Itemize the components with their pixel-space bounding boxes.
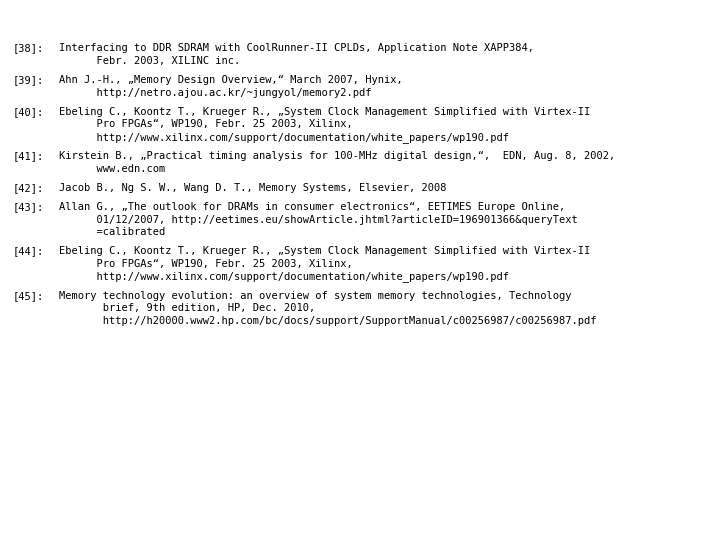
Text: www.edn.com: www.edn.com [59, 164, 166, 174]
Text: =calibrated: =calibrated [59, 227, 166, 237]
Text: Febr. 2003, XILINC inc.: Febr. 2003, XILINC inc. [59, 56, 240, 66]
Text: [45]:: [45]: [13, 291, 44, 301]
Text: Memory technology evolution: an overview of system memory technologies, Technolo: Memory technology evolution: an overview… [59, 291, 572, 301]
Text: Kirstein B., „Practical timing analysis for 100-MHz digital design,“,  EDN, Aug.: Kirstein B., „Practical timing analysis … [59, 151, 616, 161]
Text: [39]:: [39]: [13, 75, 44, 85]
Text: [43]:: [43]: [13, 202, 44, 212]
Text: [38]:: [38]: [13, 43, 44, 53]
Text: [42]:: [42]: [13, 183, 44, 193]
Text: Pro FPGAs“, WP190, Febr. 25 2003, Xilinx,: Pro FPGAs“, WP190, Febr. 25 2003, Xilinx… [59, 119, 353, 130]
Text: Jacob B., Ng S. W., Wang D. T., Memory Systems, Elsevier, 2008: Jacob B., Ng S. W., Wang D. T., Memory S… [59, 183, 446, 193]
Text: 01/12/2007, http://eetimes.eu/showArticle.jhtml?articleID=196901366&queryText: 01/12/2007, http://eetimes.eu/showArticl… [59, 215, 577, 225]
Text: [44]:: [44]: [13, 246, 44, 256]
Text: Ebeling C., Koontz T., Krueger R., „System Clock Management Simplified with Virt: Ebeling C., Koontz T., Krueger R., „Syst… [59, 107, 590, 117]
Text: Ebeling C., Koontz T., Krueger R., „System Clock Management Simplified with Virt: Ebeling C., Koontz T., Krueger R., „Syst… [59, 246, 590, 256]
Text: Ahn J.-H., „Memory Design Overview,“ March 2007, Hynix,: Ahn J.-H., „Memory Design Overview,“ Mar… [59, 75, 402, 85]
Text: http://h20000.www2.hp.com/bc/docs/support/SupportManual/c00256987/c00256987.pdf: http://h20000.www2.hp.com/bc/docs/suppor… [59, 316, 597, 326]
Text: http://netro.ajou.ac.kr/~jungyol/memory2.pdf: http://netro.ajou.ac.kr/~jungyol/memory2… [59, 87, 372, 98]
Text: Pro FPGAs“, WP190, Febr. 25 2003, Xilinx,: Pro FPGAs“, WP190, Febr. 25 2003, Xilinx… [59, 259, 353, 269]
Text: http://www.xilinx.com/support/documentation/white_papers/wp190.pdf: http://www.xilinx.com/support/documentat… [59, 132, 509, 143]
Text: [41]:: [41]: [13, 151, 44, 161]
Text: Allan G., „The outlook for DRAMs in consumer electronics“, EETIMES Europe Online: Allan G., „The outlook for DRAMs in cons… [59, 202, 565, 212]
Text: http://www.xilinx.com/support/documentation/white_papers/wp190.pdf: http://www.xilinx.com/support/documentat… [59, 272, 509, 282]
Text: brief, 9th edition, HP, Dec. 2010,: brief, 9th edition, HP, Dec. 2010, [59, 303, 315, 313]
Text: 5. References (5): 5. References (5) [282, 6, 438, 22]
Text: [40]:: [40]: [13, 107, 44, 117]
Text: Interfacing to DDR SDRAM with CoolRunner-II CPLDs, Application Note XAPP384,: Interfacing to DDR SDRAM with CoolRunner… [59, 43, 534, 53]
